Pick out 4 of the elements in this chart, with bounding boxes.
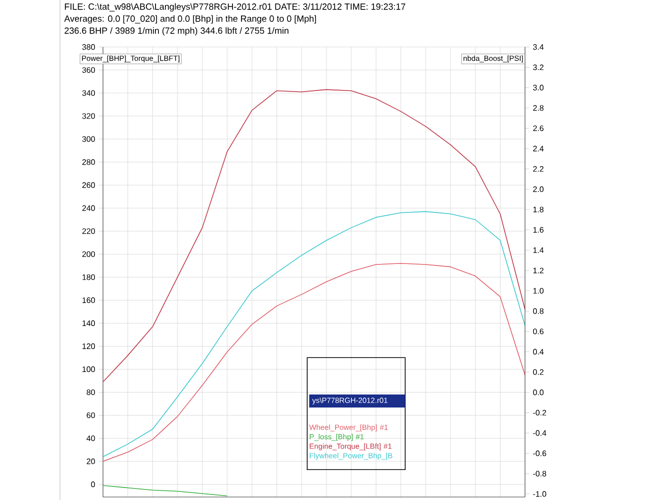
chart-subtitle: Averages: 0.0 [70_020] and 0.0 [Bhp] in the Range 0 to 0 [Mph] — [64, 15, 316, 24]
chart-title: FILE: C:\tat_w98\ABC\Langleys\P778RGH-2012.r01 DATE: 3/11/2012 TIME: 19:23:17 — [64, 3, 406, 12]
line-series — [103, 262, 526, 462]
text: 236.6 BHP / 3989 1/min (72 mph) 344.6 lbft / 2755 1/min — [64, 27, 288, 36]
